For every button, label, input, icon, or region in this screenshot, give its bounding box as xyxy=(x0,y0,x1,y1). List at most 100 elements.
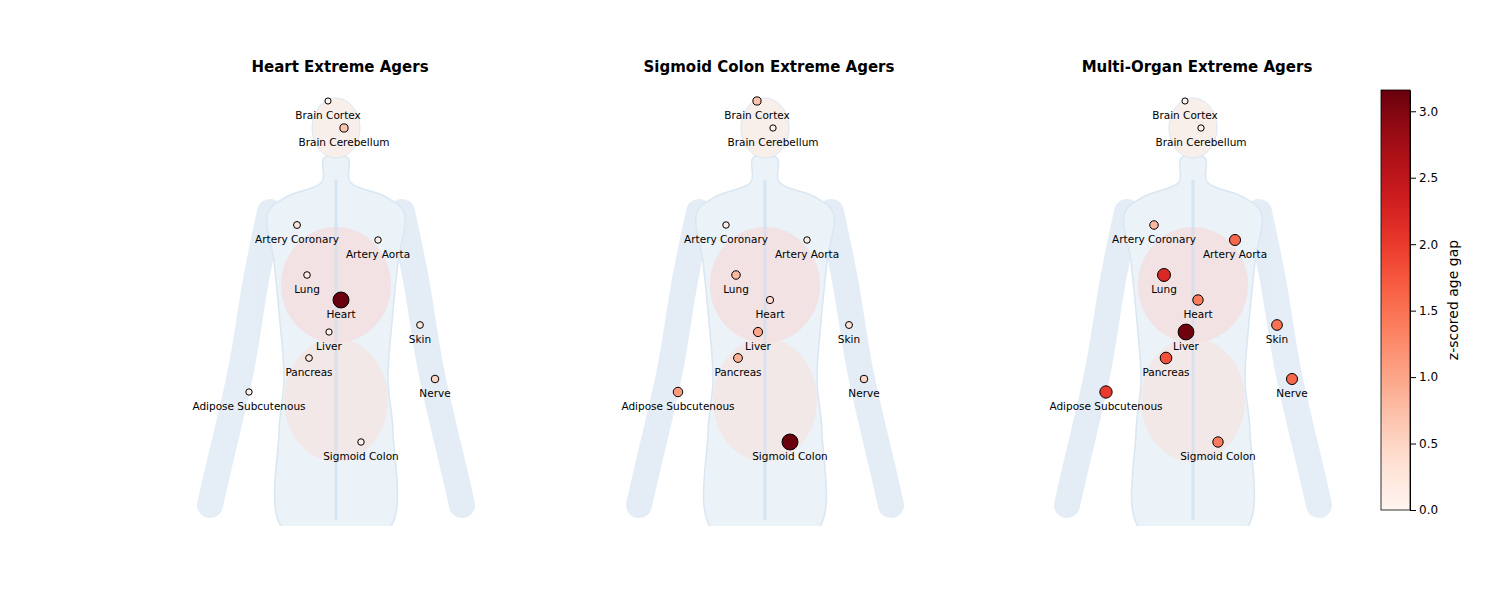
panel: Sigmoid Colon Extreme Agers Brain Cortex B… xyxy=(621,58,894,543)
organ-label: Heart xyxy=(1183,308,1212,320)
colorbar-axis: 0.0 0.5 1.0 1.5 2.0 2.5 3.0 xyxy=(1410,91,1438,518)
organ-marker xyxy=(753,97,761,105)
organ-marker xyxy=(1160,352,1172,364)
colorbar-tick-label: 1.0 xyxy=(1419,370,1438,384)
organ-label: Sigmoid Colon xyxy=(323,450,399,462)
organ-label: Brain Cerebellum xyxy=(727,136,818,148)
organ-marker xyxy=(1198,125,1204,131)
panel: Heart Extreme Agers Brain Cortex Brain Cer… xyxy=(192,58,462,543)
organ-marker xyxy=(417,322,424,329)
colorbar-tick-label: 2.0 xyxy=(1419,238,1438,252)
organ-marker xyxy=(766,296,773,303)
organ-marker xyxy=(306,355,313,362)
organ-label: Lung xyxy=(1151,283,1177,295)
organ-label: Sigmoid Colon xyxy=(752,450,828,462)
organ-marker xyxy=(804,237,810,243)
organ-marker xyxy=(326,329,332,335)
organ-marker xyxy=(673,387,682,396)
organ-marker xyxy=(358,439,364,445)
organ-marker xyxy=(1272,320,1283,331)
organ-marker xyxy=(294,222,301,229)
organ-marker xyxy=(770,125,776,131)
organ-label: Brain Cerebellum xyxy=(298,136,389,148)
organ-labels: Brain CortexBrain CerebellumArtery Coron… xyxy=(1049,109,1307,462)
organ-marker xyxy=(1100,386,1112,398)
organ-markers xyxy=(246,98,439,445)
organ-marker xyxy=(734,354,743,363)
organ-label: Sigmoid Colon xyxy=(1180,450,1256,462)
body-torso xyxy=(696,155,835,526)
colorbar-tick-label: 2.5 xyxy=(1419,171,1438,185)
body-silhouette xyxy=(210,98,462,526)
colorbar: 0.0 0.5 1.0 1.5 2.0 2.5 3.0 z-scored age gap xyxy=(1381,90,1461,517)
colorbar-tick-mark xyxy=(1410,244,1416,245)
colorbar-tick-mark xyxy=(1410,178,1416,179)
organ-label: Skin xyxy=(1266,333,1288,345)
organ-label: Heart xyxy=(326,308,355,320)
body-arm xyxy=(1067,212,1127,505)
panel-title: Heart Extreme Agers xyxy=(251,58,428,76)
organ-label: Lung xyxy=(294,283,320,295)
organ-label: Liver xyxy=(1173,340,1199,352)
body-head xyxy=(741,98,789,158)
organ-label: Artery Aorta xyxy=(775,248,839,260)
body-head xyxy=(1169,98,1217,158)
organ-marker xyxy=(782,434,798,450)
colorbar-tick-label: 0.0 xyxy=(1419,503,1438,517)
organ-label: Artery Coronary xyxy=(684,233,768,245)
colorbar-tick-mark xyxy=(1410,510,1416,511)
organ-label: Brain Cortex xyxy=(295,109,361,121)
organ-label: Brain Cortex xyxy=(1152,109,1218,121)
organ-label: Artery Aorta xyxy=(1203,248,1267,260)
colorbar-tick-label: 0.5 xyxy=(1419,437,1438,451)
body-arm xyxy=(831,212,891,505)
colorbar-tick-mark xyxy=(1410,111,1416,112)
colorbar-tick: 2.0 xyxy=(1410,238,1438,252)
figure: Heart Extreme Agers Brain Cortex Brain Cer… xyxy=(0,0,1500,600)
colorbar-tick-label: 3.0 xyxy=(1419,105,1438,119)
colorbar-tick: 0.5 xyxy=(1410,437,1438,451)
organ-label: Adipose Subcutenous xyxy=(192,400,305,412)
colorbar-tick: 1.5 xyxy=(1410,304,1438,318)
organ-markers xyxy=(673,97,868,450)
organ-label: Adipose Subcutenous xyxy=(621,400,734,412)
colorbar-gradient xyxy=(1381,90,1410,510)
organ-marker xyxy=(1150,221,1159,230)
organ-label: Skin xyxy=(409,333,431,345)
body-silhouette xyxy=(1067,98,1319,526)
colorbar-tick: 2.5 xyxy=(1410,171,1438,185)
organ-marker xyxy=(1286,373,1297,384)
organ-label: Liver xyxy=(316,340,342,352)
colorbar-tick-label: 1.5 xyxy=(1419,304,1438,318)
colorbar-title: z-scored age gap xyxy=(1445,240,1461,360)
body-arm xyxy=(210,212,270,505)
organ-marker xyxy=(375,237,381,243)
organ-marker xyxy=(723,222,729,228)
organ-label: Pancreas xyxy=(285,366,332,378)
colorbar-tick: 1.0 xyxy=(1410,370,1438,384)
organ-marker xyxy=(1158,269,1171,282)
colorbar-tick-mark xyxy=(1410,311,1416,312)
organ-marker xyxy=(860,375,868,383)
organ-label: Pancreas xyxy=(1142,366,1189,378)
organ-label: Pancreas xyxy=(714,366,761,378)
panel-title: Sigmoid Colon Extreme Agers xyxy=(644,58,895,76)
colorbar-tick-mark xyxy=(1410,377,1416,378)
organ-marker xyxy=(1178,324,1194,340)
organ-marker xyxy=(1229,234,1240,245)
colorbar-axis-line xyxy=(1410,91,1411,511)
organ-label: Nerve xyxy=(848,387,879,399)
organ-labels: Brain Cortex Brain Cerebellum Artery Coron… xyxy=(192,109,450,462)
organ-label: Brain Cortex xyxy=(724,109,790,121)
organ-marker xyxy=(246,389,252,395)
organ-label: Nerve xyxy=(419,387,450,399)
body-torso xyxy=(1124,155,1263,526)
body-arm xyxy=(1259,212,1319,505)
organ-label: Lung xyxy=(723,283,749,295)
organ-label: Artery Coronary xyxy=(255,233,339,245)
organ-label: Brain Cerebellum xyxy=(1155,136,1246,148)
organ-marker xyxy=(431,375,439,383)
organ-label: Nerve xyxy=(1276,387,1307,399)
organ-marker xyxy=(846,322,853,329)
organ-marker xyxy=(333,292,349,308)
